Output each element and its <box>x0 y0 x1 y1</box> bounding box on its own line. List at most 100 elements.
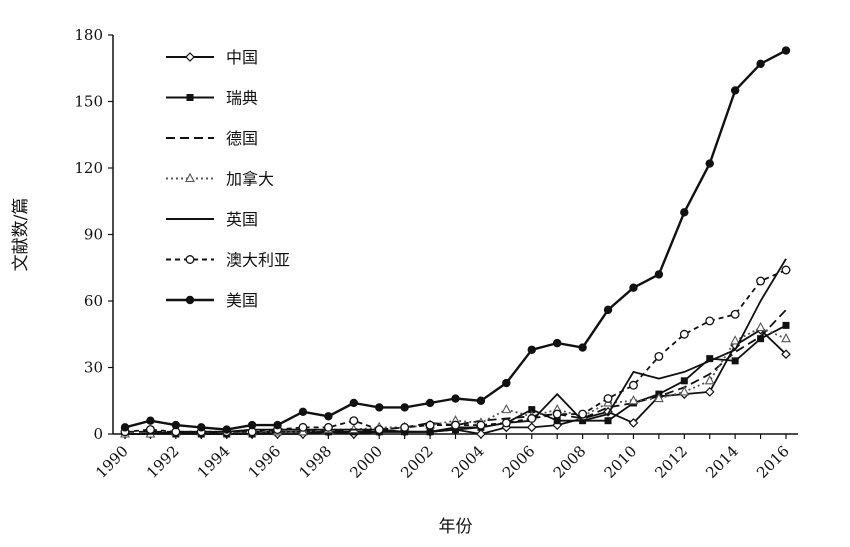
x-tick-label: 2014 <box>702 442 742 482</box>
data-point <box>501 418 511 428</box>
data-point <box>451 420 460 430</box>
data-point <box>731 357 739 365</box>
x-tick-label: 2012 <box>651 442 691 482</box>
x-tick-label: 1996 <box>245 442 285 482</box>
data-point <box>730 309 740 319</box>
series-line <box>124 49 787 431</box>
series-line <box>125 258 787 435</box>
data-point <box>120 423 130 432</box>
data-point <box>476 420 486 430</box>
legend-label: 加拿大 <box>226 170 274 189</box>
data-point <box>679 329 689 339</box>
legend-label: 中国 <box>226 48 258 67</box>
x-tick-label: 2010 <box>601 442 641 482</box>
data-point <box>197 423 206 432</box>
data-point <box>781 46 791 55</box>
data-point <box>425 398 435 408</box>
data-point <box>247 420 257 430</box>
data-point <box>171 420 181 430</box>
data-point <box>526 422 537 433</box>
data-point <box>323 422 333 432</box>
x-axis-title: 年份 <box>439 517 473 537</box>
data-point <box>528 406 536 414</box>
data-point <box>781 265 791 275</box>
x-tick-label: 2002 <box>397 442 437 482</box>
data-point <box>451 394 460 403</box>
data-point <box>604 417 612 425</box>
data-point <box>629 380 638 390</box>
x-tick-label: 1998 <box>295 442 335 482</box>
y-tick-label: 90 <box>84 226 103 244</box>
data-point <box>578 343 587 352</box>
legend-item: 美国 <box>166 291 258 310</box>
data-point <box>425 420 435 430</box>
series-layer <box>120 46 791 439</box>
data-point <box>756 276 766 286</box>
data-point <box>654 270 664 279</box>
data-point <box>185 295 195 305</box>
data-point <box>654 351 664 361</box>
data-point <box>705 159 714 168</box>
data-point <box>730 86 740 95</box>
data-point <box>679 386 690 396</box>
data-point <box>185 52 195 62</box>
data-point <box>552 409 562 419</box>
data-point <box>527 414 537 423</box>
series-line <box>124 269 787 433</box>
data-point <box>476 429 486 439</box>
data-point <box>375 403 384 412</box>
y-tick-label: 0 <box>93 425 103 443</box>
data-point <box>704 375 715 385</box>
data-point <box>578 409 588 419</box>
data-point <box>757 335 765 343</box>
series-5 <box>125 258 787 435</box>
x-tick-label: 2004 <box>448 442 488 482</box>
legend-label: 德国 <box>226 129 258 148</box>
legend-label: 澳大利亚 <box>226 251 290 270</box>
data-point <box>502 378 511 388</box>
legend-item: 德国 <box>166 129 258 148</box>
data-point <box>756 59 765 69</box>
y-tick-label: 60 <box>84 292 103 310</box>
legend-item: 英国 <box>166 210 258 229</box>
x-tick-label: 1990 <box>92 442 132 482</box>
series-7 <box>120 46 791 434</box>
data-point <box>298 422 308 432</box>
data-point <box>185 255 195 264</box>
x-tick-label: 1992 <box>143 442 183 482</box>
data-point <box>552 338 562 348</box>
data-point <box>349 398 359 408</box>
x-ticks: 1990 1992 1994 1996 1998 2000 2002 2004 2006 2008… <box>92 434 793 482</box>
data-point <box>782 321 790 329</box>
x-tick-label: 2008 <box>550 442 590 482</box>
legend-label: 瑞典 <box>226 89 258 108</box>
x-tick-label: 2006 <box>499 442 539 482</box>
legend-item: 澳大利亚 <box>166 251 290 270</box>
data-point <box>680 377 688 385</box>
data-point <box>628 395 639 405</box>
axes <box>112 35 798 435</box>
legend-item: 加拿大 <box>166 170 274 189</box>
data-point <box>374 425 384 435</box>
x-tick-label: 2000 <box>346 442 386 482</box>
y-tick-label: 180 <box>74 26 103 44</box>
data-point <box>298 407 308 417</box>
data-point <box>603 394 613 403</box>
data-point <box>629 283 638 292</box>
data-point <box>704 387 715 397</box>
data-point <box>324 412 333 421</box>
y-tick-label: 150 <box>74 93 103 111</box>
data-point <box>680 208 689 217</box>
data-point <box>476 396 486 405</box>
series-6 <box>120 265 791 437</box>
data-point <box>349 416 359 426</box>
y-tick-label: 30 <box>84 359 103 377</box>
y-tick-label: 120 <box>74 159 103 177</box>
x-tick-label: 2016 <box>753 442 793 482</box>
data-point <box>781 349 791 360</box>
legend-label: 英国 <box>226 210 258 229</box>
data-point <box>628 418 639 428</box>
data-point <box>185 172 195 183</box>
